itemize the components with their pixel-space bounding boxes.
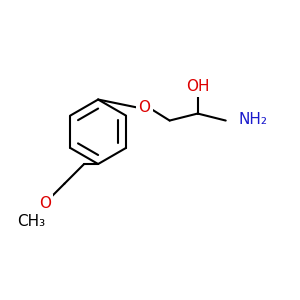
Text: NH₂: NH₂ bbox=[238, 112, 267, 127]
Text: OH: OH bbox=[186, 80, 209, 94]
Text: O: O bbox=[138, 100, 150, 116]
Text: CH₃: CH₃ bbox=[17, 214, 45, 229]
Text: O: O bbox=[39, 196, 51, 211]
